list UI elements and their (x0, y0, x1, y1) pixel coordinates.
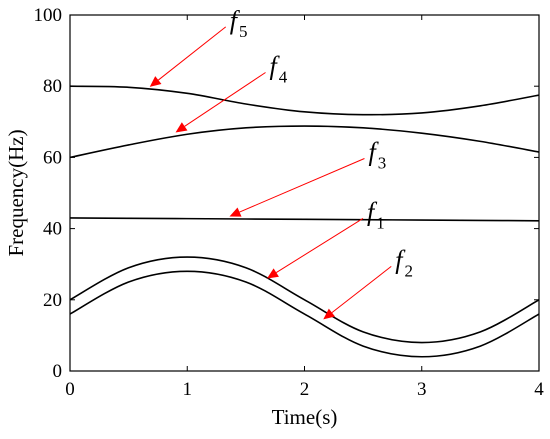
annotation-label-base: f (230, 6, 241, 35)
annotation-arrowhead (149, 76, 162, 87)
x-tick-label: 1 (183, 379, 193, 400)
annotation-arrow-line (184, 72, 266, 127)
annotation-label-subscript: 4 (279, 67, 288, 86)
plot-area (69, 14, 540, 372)
y-tick-label: 0 (53, 361, 63, 382)
y-axis-label: Frequency(Hz) (4, 129, 28, 256)
annotation-label-base: f (270, 51, 281, 80)
x-tick-label: 3 (417, 379, 427, 400)
x-axis-label: Time(s) (272, 405, 338, 429)
annotation-label-subscript: 5 (239, 22, 248, 41)
y-tick-label: 60 (43, 147, 62, 168)
annotation-arrowhead (175, 122, 188, 133)
annotations: f 5f 4f 3f 1f 2 (149, 6, 413, 320)
annotation-label-base: f (395, 245, 406, 274)
annotation-label-base: f (368, 137, 379, 166)
annotation-label-subscript: 1 (376, 213, 385, 232)
x-tick-label: 4 (534, 379, 544, 400)
series-line-f1 (70, 256, 539, 344)
series-lines (70, 85, 539, 358)
annotation-label-subscript: 3 (378, 153, 387, 172)
annotation-label-base: f (367, 197, 378, 226)
y-tick-label: 40 (43, 219, 62, 240)
y-tick-label: 80 (43, 76, 62, 97)
annotation-arrow-line (276, 218, 364, 273)
annotation-arrowhead (323, 308, 335, 320)
x-tick-label: 2 (300, 379, 310, 400)
series-line-f5 (70, 85, 539, 116)
y-tick-label: 20 (43, 290, 62, 311)
annotation-arrow-line (239, 158, 365, 213)
annotation-arrowhead (266, 268, 279, 279)
series-line-f3 (70, 217, 539, 222)
series-line-f2 (70, 270, 539, 358)
annotation-arrow-line (158, 26, 227, 81)
y-tick-label: 100 (34, 5, 63, 26)
annotation-arrowhead (229, 207, 242, 217)
series-line-f4 (70, 125, 539, 159)
annotation-arrow-line (331, 265, 392, 313)
x-tick-label: 0 (65, 379, 75, 400)
annotation-label-subscript: 2 (404, 261, 413, 280)
